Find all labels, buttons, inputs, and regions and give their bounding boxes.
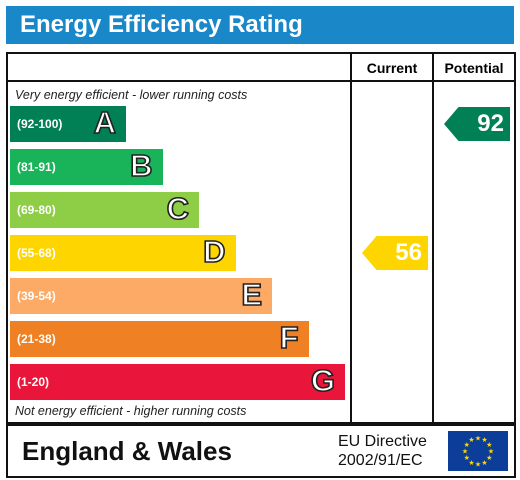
current-column-header: Current <box>366 60 418 76</box>
band-letter: A <box>93 104 117 141</box>
rating-band-d: (55-68) D <box>10 233 236 271</box>
band-letter: B <box>129 147 153 184</box>
directive-label: EU Directive 2002/91/EC <box>338 432 427 470</box>
band-letter: G <box>310 362 336 399</box>
current-rating-arrow-value: 56 <box>395 239 422 266</box>
rating-band-f: (21-38) F <box>10 319 309 357</box>
band-range-label: (69-80) <box>17 203 56 217</box>
top-note: Very energy efficient - lower running co… <box>15 88 248 102</box>
flag-star: ★ <box>486 441 492 449</box>
flag-star: ★ <box>481 459 487 467</box>
potential-rating-arrow: 92 <box>444 107 510 141</box>
band-letter: E <box>241 276 263 313</box>
flag-star: ★ <box>464 441 470 449</box>
rating-band-e: (39-54) E <box>10 276 272 314</box>
potential-column-header: Potential <box>444 60 504 76</box>
potential-rating-arrow-value: 92 <box>477 110 504 137</box>
band-range-label: (39-54) <box>17 289 56 303</box>
column-divider <box>350 54 352 422</box>
flag-star: ★ <box>468 436 474 444</box>
flag-star: ★ <box>481 436 487 444</box>
region-label: England & Wales <box>22 436 232 466</box>
band-letter: D <box>202 233 226 270</box>
band-range-label: (92-100) <box>17 117 63 131</box>
bottom-note: Not energy efficient - higher running co… <box>15 404 247 418</box>
band-range-label: (55-68) <box>17 246 56 260</box>
rating-band-c: (69-80) C <box>10 190 199 228</box>
flag-star: ★ <box>468 459 474 467</box>
page-title: Energy Efficiency Rating <box>20 11 303 38</box>
rating-band-a: (92-100) A <box>10 104 126 142</box>
directive-line-2: 2002/91/EC <box>338 452 423 469</box>
band-range-label: (81-91) <box>17 160 56 174</box>
flag-star: ★ <box>475 435 481 443</box>
flag-star: ★ <box>464 454 470 462</box>
flag-star: ★ <box>475 461 481 469</box>
rating-band-b: (81-91) B <box>10 147 163 185</box>
band-range-label: (21-38) <box>17 332 56 346</box>
eu-flag-icon: ★ ★ ★ ★ ★ ★ ★ ★ ★ ★ ★ ★ <box>448 431 508 471</box>
header-divider <box>8 80 514 82</box>
column-divider <box>432 54 434 422</box>
band-range-label: (1-20) <box>17 375 50 389</box>
flag-star: ★ <box>486 454 492 462</box>
band-letter: F <box>279 319 300 356</box>
rating-table: Current Potential Very energy efficient … <box>6 52 516 424</box>
flag-star: ★ <box>488 448 494 456</box>
flag-star: ★ <box>462 448 468 456</box>
title-bar: Energy Efficiency Rating <box>6 6 514 44</box>
footer: England & Wales EU Directive 2002/91/EC … <box>6 424 516 478</box>
directive-line-1: EU Directive <box>338 433 427 450</box>
current-rating-arrow: 56 <box>362 236 428 270</box>
rating-band-g: (1-20) G <box>10 362 345 400</box>
band-letter: C <box>166 190 190 227</box>
